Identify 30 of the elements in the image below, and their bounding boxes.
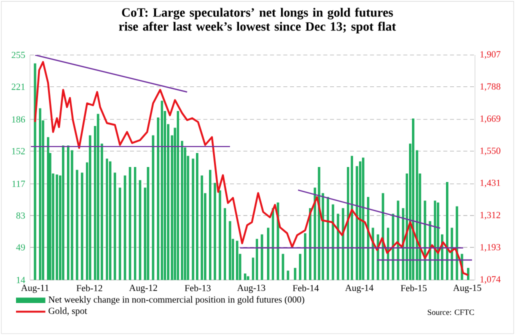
source-note: Source: CFTC <box>428 310 474 316</box>
y-tick-label: 117 <box>12 180 26 187</box>
y-tick-label: 14 <box>16 276 26 284</box>
x-tick-label: Aug-14 <box>345 284 374 293</box>
y2-tick-label: 1,312 <box>480 212 500 220</box>
y2-tick-label: 1,074 <box>480 276 501 284</box>
y2-tick-label: 1,907 <box>480 51 500 59</box>
x-tick-label: Feb-12 <box>76 284 102 292</box>
y-tick-label: 186 <box>12 116 26 123</box>
x-tick-label: Aug-12 <box>129 284 158 293</box>
legend-label: Gold, spot <box>48 307 88 316</box>
x-tick-label: Aug-13 <box>237 284 266 293</box>
x-tick-label: Feb-15 <box>400 284 427 292</box>
y2-tick-label: 1,193 <box>480 244 500 252</box>
x-tick-label: Feb-13 <box>184 284 211 292</box>
line-series <box>34 61 470 276</box>
y2-tick-label: 1,788 <box>480 83 500 91</box>
y-tick-label: 152 <box>12 148 25 154</box>
chart-title: CoT: Large speculators’ net longs in gold futures rise after last week’s lowest since Dec 13; spot flat <box>118 8 396 34</box>
y2-tick-label: 1,669 <box>480 115 500 124</box>
y2-tick-label: 1,550 <box>480 148 500 156</box>
y-tick-label: 83 <box>16 212 25 219</box>
x-tick-label: Feb-14 <box>292 284 319 292</box>
x-tick-label: Aug-15 <box>453 284 482 293</box>
y-tick-label: 255 <box>12 52 25 58</box>
y-tick-label: 221 <box>12 84 25 90</box>
y-tick-label: 49 <box>16 244 25 250</box>
legend-label: Net weekly change in non-commercial position in gold futures (000) <box>48 296 304 305</box>
y2-tick-label: 1,431 <box>480 180 500 188</box>
x-tick-label: Aug-11 <box>21 284 49 293</box>
